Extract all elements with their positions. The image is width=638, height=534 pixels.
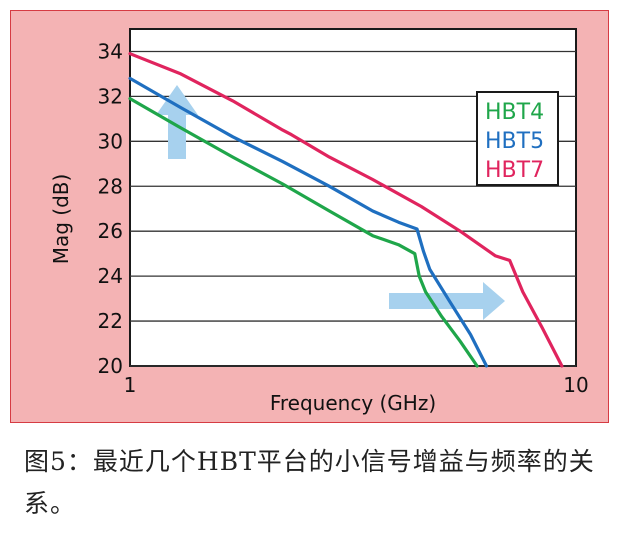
series-line-hbt4	[128, 96, 479, 368]
up-arrow-icon	[156, 85, 198, 159]
series-line-hbt7	[128, 52, 564, 368]
plot-area	[129, 28, 577, 367]
y-tick-label: 24	[98, 264, 123, 288]
y-tick-label: 28	[98, 174, 123, 198]
y-tick-label: 20	[98, 354, 123, 378]
legend-label-hbt7: HBT7	[485, 158, 544, 183]
x-tick-label: 1	[124, 373, 137, 397]
y-tick-label: 22	[98, 309, 123, 333]
y-tick-label: 34	[98, 39, 123, 63]
series-lines	[128, 52, 564, 368]
legend-label-hbt5: HBT5	[485, 129, 544, 154]
figure-caption: 图5：最近几个HBT平台的小信号增益与频率的关系。	[24, 447, 595, 518]
series-line-hbt5	[128, 76, 489, 368]
legend-label-hbt4: HBT4	[485, 100, 544, 125]
legend: HBT4 HBT5 HBT7	[476, 91, 559, 186]
y-tick-labels: 20 22 24 26 28 30 32 34	[98, 39, 123, 378]
y-tick-label: 26	[98, 219, 123, 243]
y-axis-title: Mag (dB)	[49, 174, 73, 265]
x-tick-labels: 1 10	[124, 373, 589, 397]
gain-frequency-chart: 20 22 24 26 28 30 32 34 1 10 Frequency (GHz) Mag…	[49, 28, 589, 415]
right-arrow-icon	[389, 282, 505, 320]
y-tick-label: 32	[98, 84, 123, 108]
x-tick-label: 10	[563, 373, 588, 397]
legend-box	[476, 91, 559, 186]
figure-panel: 20 22 24 26 28 30 32 34 1 10 Frequency (GHz) Mag…	[10, 10, 609, 423]
y-tick-label: 30	[98, 129, 123, 153]
x-axis-title: Frequency (GHz)	[270, 391, 436, 415]
trend-arrows	[156, 85, 505, 320]
